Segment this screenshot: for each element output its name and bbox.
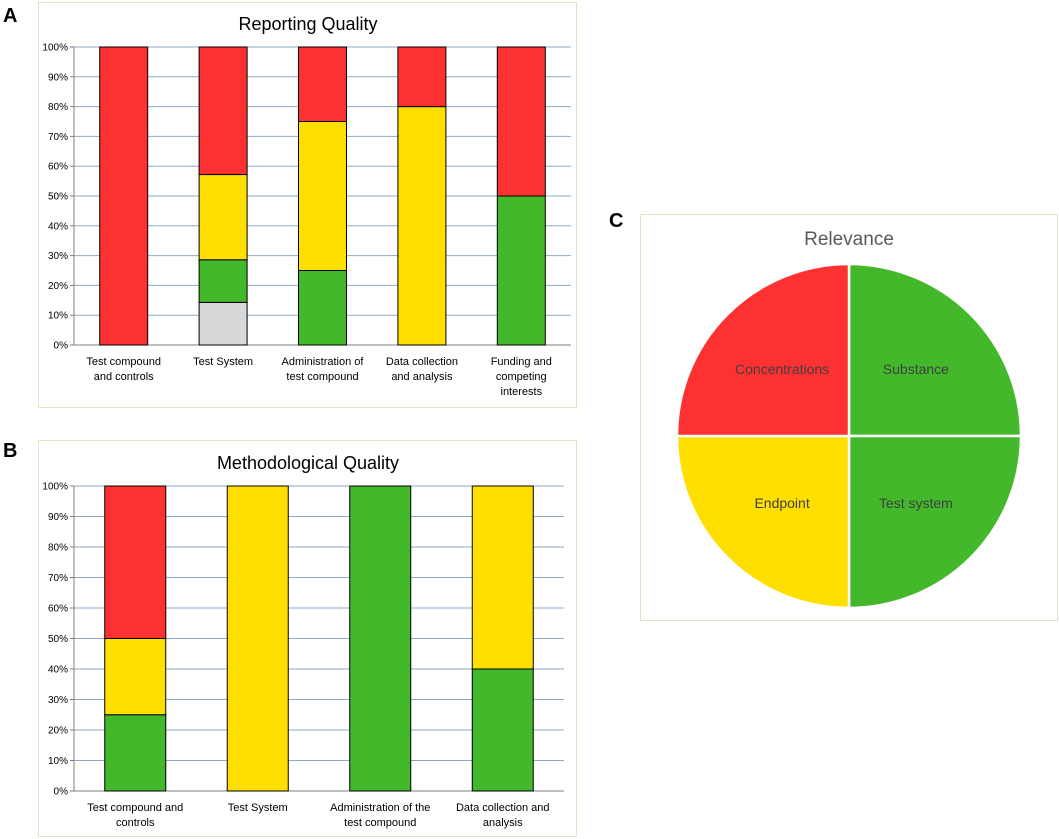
bar-segment	[397, 46, 447, 108]
y-tick-label: 50%	[48, 192, 68, 203]
bar-segment	[397, 106, 447, 346]
bar-segment	[198, 259, 248, 303]
reporting-quality-chart: Reporting Quality 0% 10% 20% 30% 40% 50% 60% 70%…	[38, 2, 577, 408]
methodological-quality-chart: Methodological Quality 0% 10% 20% 30% 40% 50% 6…	[38, 440, 577, 837]
y-tick-label: 100%	[42, 43, 68, 54]
bar-segment	[104, 638, 167, 716]
relevance-chart: Relevance Substance Test system Endpoint Con…	[640, 214, 1058, 621]
category-label: Test System	[228, 802, 288, 814]
category-label: Data collection and analysis	[456, 802, 550, 829]
y-tick-label: 0%	[54, 787, 69, 798]
y-tick-label: 90%	[48, 512, 68, 523]
slice-label: Substance	[883, 361, 949, 377]
y-tick-label: 0%	[54, 341, 69, 352]
bar-segment	[349, 485, 412, 792]
category-label: Test compound and controls	[86, 356, 161, 383]
y-tick-label: 70%	[48, 132, 68, 143]
y-tick-label: 100%	[42, 482, 68, 493]
bar-segment	[298, 46, 347, 122]
bar-segment	[471, 485, 534, 670]
category-label: Data collection and analysis	[386, 356, 458, 383]
y-tick-label: 30%	[48, 251, 68, 262]
bar-segment	[198, 46, 248, 176]
bar-segment	[198, 174, 248, 261]
category-label: Administration of test compound	[282, 356, 365, 383]
reporting-quality-svg: Reporting Quality 0% 10% 20% 30% 40% 50% 60% 70%…	[42, 14, 571, 398]
pie-slice	[847, 262, 1023, 438]
y-tick-label: 40%	[48, 665, 68, 676]
bar-segment	[226, 485, 289, 792]
chart-title: Reporting Quality	[238, 14, 377, 34]
y-tick-label: 20%	[48, 281, 68, 292]
category-label: Funding and competing interests	[491, 356, 552, 398]
y-tick-label: 30%	[48, 695, 68, 706]
bar-segment	[298, 121, 347, 271]
category-label: Administration of the test compound	[330, 802, 430, 829]
bar-segment	[198, 301, 248, 346]
y-tick-label: 50%	[48, 634, 68, 645]
panel-label-a: A	[3, 5, 18, 27]
y-tick-label: 10%	[48, 311, 68, 322]
y-tick-label: 90%	[48, 72, 68, 83]
methodological-quality-svg: Methodological Quality 0% 10% 20% 30% 40% 50% 6…	[42, 453, 564, 829]
y-tick-label: 80%	[48, 102, 68, 113]
pie-slice	[675, 262, 851, 438]
slice-label: Test system	[879, 495, 953, 511]
y-tick-label: 10%	[48, 756, 68, 767]
slice-label: Concentrations	[735, 361, 829, 377]
bar-segment	[496, 195, 546, 346]
bar-segment	[104, 485, 167, 639]
pie-slice	[847, 434, 1023, 610]
relevance-svg: Relevance Substance Test system Endpoint Con…	[675, 229, 1023, 610]
y-tick-label: 70%	[48, 573, 68, 584]
panel-label-b: B	[3, 440, 18, 462]
panel-label-c: C	[609, 210, 624, 232]
bar-segment	[496, 46, 546, 197]
y-tick-label: 60%	[48, 604, 68, 615]
slice-label: Endpoint	[754, 495, 809, 511]
category-label: Test compound and controls	[87, 802, 183, 829]
y-tick-label: 80%	[48, 543, 68, 554]
y-tick-label: 40%	[48, 221, 68, 232]
bar-segment	[104, 714, 167, 792]
chart-title: Methodological Quality	[217, 453, 399, 473]
pie-slice	[675, 434, 851, 610]
bar-segment	[298, 270, 347, 346]
bar-segment	[471, 668, 534, 792]
y-tick-label: 60%	[48, 162, 68, 173]
bar-segment	[99, 46, 149, 346]
category-label: Test System	[193, 356, 253, 368]
chart-title: Relevance	[804, 229, 894, 250]
y-tick-label: 20%	[48, 726, 68, 737]
